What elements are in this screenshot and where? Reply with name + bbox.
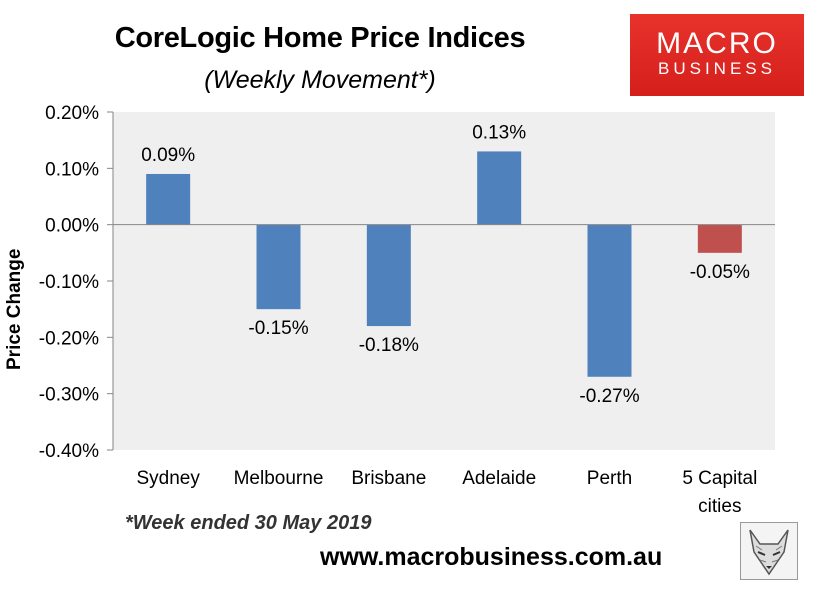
x-tick-label: Adelaide xyxy=(462,468,536,489)
data-label: -0.05% xyxy=(690,262,750,283)
x-tick-label: 5 Capital xyxy=(682,468,757,489)
bar xyxy=(256,224,301,310)
website-url: www.macrobusiness.com.au xyxy=(320,543,663,571)
y-tick-label: 0.20% xyxy=(45,103,99,124)
y-tick-label: 0.10% xyxy=(45,159,99,180)
plot-area xyxy=(113,112,775,450)
bar xyxy=(477,151,522,225)
data-label: -0.18% xyxy=(359,335,419,356)
data-label: -0.27% xyxy=(579,386,639,407)
macrobusiness-logo: MACRO BUSINESS xyxy=(630,14,804,96)
logo-line-1: MACRO xyxy=(656,27,778,60)
y-tick-label: -0.20% xyxy=(39,328,99,349)
bar xyxy=(587,224,632,377)
y-tick-label: -0.10% xyxy=(39,272,99,293)
x-tick-label: Melbourne xyxy=(234,468,324,489)
x-tick-label: cities xyxy=(698,496,741,517)
y-tick-label: -0.40% xyxy=(39,441,99,462)
bar xyxy=(146,173,191,225)
y-tick-label: 0.00% xyxy=(45,216,99,237)
bar xyxy=(697,224,742,253)
data-label: 0.13% xyxy=(472,122,526,143)
footnote: *Week ended 30 May 2019 xyxy=(125,512,372,534)
chart-title: CoreLogic Home Price Indices xyxy=(114,22,526,54)
bar xyxy=(366,224,411,327)
logo-line-2: BUSINESS xyxy=(658,59,776,78)
data-label: -0.15% xyxy=(248,318,308,339)
fox-icon xyxy=(740,522,798,580)
y-tick-label: -0.30% xyxy=(39,385,99,406)
chart-subtitle: (Weekly Movement*) xyxy=(204,66,436,94)
x-tick-label: Perth xyxy=(587,468,632,489)
data-label: 0.09% xyxy=(141,145,195,166)
x-tick-label: Sydney xyxy=(136,468,200,489)
x-tick-label: Brisbane xyxy=(351,468,426,489)
